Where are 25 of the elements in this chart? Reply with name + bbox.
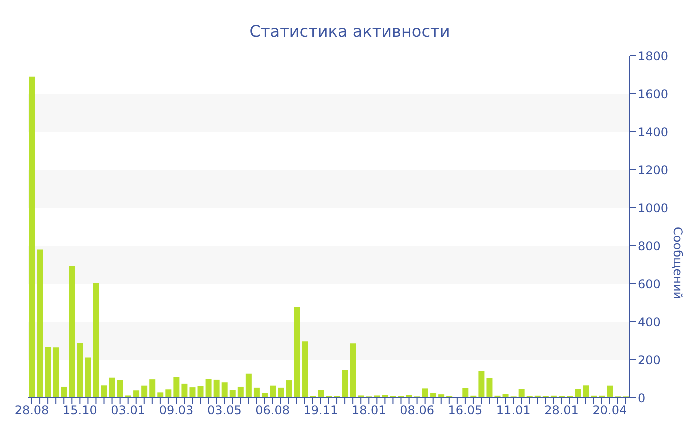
x-tick-label: 09.03 <box>159 404 194 418</box>
y-tick-label: 1600 <box>638 87 669 102</box>
chart-title: Статистика активности <box>248 21 452 43</box>
x-tick-label: 28.08 <box>14 404 50 418</box>
x-tick-label: 28.01 <box>544 404 579 418</box>
y-axis-title: Сообщений <box>670 227 685 300</box>
y-tick-label: 1000 <box>638 201 669 216</box>
x-tick-label: 16.05 <box>448 404 483 418</box>
x-tick-label: 19.11 <box>304 404 338 418</box>
y-tick-label: 1800 <box>638 49 669 64</box>
x-tick-label: 20.04 <box>592 404 628 418</box>
x-tick-label: 03.05 <box>207 404 242 418</box>
y-tick-label: 600 <box>638 277 661 292</box>
y-tick-label: 0 <box>638 391 646 406</box>
x-tick-label: 18.01 <box>352 404 386 418</box>
x-tick-label: 06.08 <box>256 404 290 418</box>
x-tick-label: 15.10 <box>62 404 98 418</box>
y-tick-label: 1200 <box>638 163 669 178</box>
x-tick-label: 03.01 <box>111 404 146 418</box>
x-tick-label: 08.06 <box>400 404 434 418</box>
y-tick-label: 800 <box>638 239 661 254</box>
x-tick-label: 11.01 <box>496 404 531 418</box>
y-tick-label: 1400 <box>638 125 669 140</box>
y-tick-label: 400 <box>638 315 661 330</box>
y-tick-label: 200 <box>638 353 661 368</box>
